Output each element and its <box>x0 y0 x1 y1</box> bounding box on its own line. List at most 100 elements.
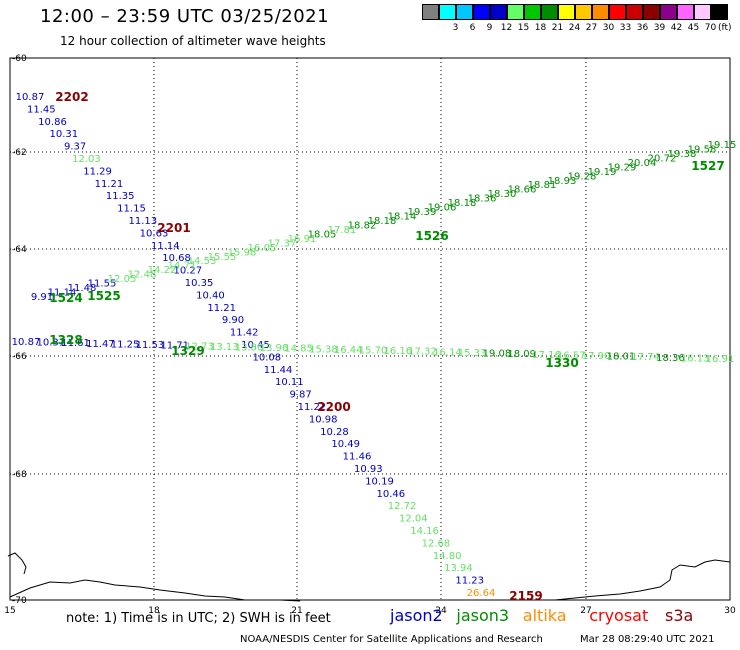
scale-swatch <box>524 4 541 20</box>
longitude-label: 27 <box>580 606 591 616</box>
map-frame <box>9 57 731 601</box>
wave-height-reading: 18.30 <box>488 189 517 200</box>
scale-label: 6 <box>469 23 476 33</box>
antarctic-coastline <box>9 559 731 602</box>
scale-unit-label: (ft) <box>718 23 732 33</box>
wave-height-reading: 10.86 <box>38 117 67 128</box>
wave-height-reading: 10.45 <box>241 340 270 351</box>
scale-swatch <box>490 4 507 20</box>
wave-height-reading: 10.35 <box>185 278 214 289</box>
scale-swatch <box>609 4 626 20</box>
scale-swatch <box>711 4 728 20</box>
wave-height-reading: 14.22 <box>148 265 177 276</box>
wave-height-reading: 19.28 <box>568 171 597 182</box>
wave-height-reading: 14.71 <box>168 261 197 272</box>
wave-height-reading: 12.04 <box>399 514 428 525</box>
wave-height-reading: 11.53 <box>136 340 165 351</box>
scale-label: 12 <box>500 23 513 33</box>
wave-height-reading: 13.96 <box>260 343 289 354</box>
latitude-label: -68 <box>12 470 27 480</box>
wave-height-reading: 17.32 <box>408 347 437 358</box>
scale-swatch <box>456 4 473 20</box>
satellite-legend-item: jason2 <box>390 606 443 625</box>
wave-height-reading: 12.05 <box>108 274 137 285</box>
wave-height-reading: 14.85 <box>284 344 313 355</box>
scale-swatch <box>677 4 694 20</box>
wave-height-reading: 17.81 <box>328 225 357 236</box>
scale-label: 42 <box>670 23 683 33</box>
wave-height-reading: 19.06 <box>428 203 457 214</box>
pass-id-label: 2202 <box>55 90 88 104</box>
wave-height-reading: 19.38 <box>668 149 697 160</box>
wave-height-reading: 16.91 <box>288 234 317 245</box>
wave-height-reading: 10.40 <box>196 290 225 301</box>
wave-height-reading: 11.61 <box>61 338 90 349</box>
satellite-legend-item: cryosat <box>589 606 649 625</box>
latitude-label: -64 <box>12 245 27 255</box>
scale-swatch <box>541 4 558 20</box>
wave-height-reading: 15.70 <box>359 346 388 357</box>
scale-label: 27 <box>585 23 598 33</box>
longitude-label: 24 <box>435 606 447 616</box>
scale-swatch <box>694 4 711 20</box>
wave-height-reading: 19.15 <box>708 140 737 151</box>
wave-height-reading: 16.05 <box>248 243 277 254</box>
wave-height-reading: 18.09 <box>507 349 536 360</box>
wave-height-reading: 12.03 <box>72 154 101 165</box>
wave-height-reading: 10.98 <box>309 414 338 425</box>
scale-swatch <box>575 4 592 20</box>
latitude-label: -66 <box>12 352 27 362</box>
wave-height-reading: 14.80 <box>433 551 462 562</box>
scale-label: 39 <box>653 23 666 33</box>
wave-height-reading: 18.18 <box>368 216 397 227</box>
scale-swatch <box>626 4 643 20</box>
wave-height-reading: 11.15 <box>117 204 146 215</box>
wave-height-reading: 11.48 <box>68 283 97 294</box>
scale-label: 70 <box>704 23 717 33</box>
scale-label: 36 <box>636 23 649 33</box>
wave-height-reading: 18.82 <box>348 221 377 232</box>
wave-height-reading: 12.68 <box>422 538 451 549</box>
latitude-label: -62 <box>12 148 27 158</box>
wave-height-reading: 18.36 <box>468 194 497 205</box>
longitude-label: 21 <box>291 606 302 616</box>
wave-height-reading: 13.80 <box>235 343 264 354</box>
wave-height-reading: 10.93 <box>354 464 383 475</box>
satellite-legend-item: altika <box>522 606 567 625</box>
pass-id-label: 1527 <box>691 159 724 173</box>
pass-id-label: 2159 <box>509 589 542 603</box>
wave-height-reading: 19.58 <box>688 145 717 156</box>
wave-height-reading: 18.81 <box>528 180 557 191</box>
wave-height-reading: 14.53 <box>188 256 217 267</box>
wave-height-reading: 15.33 <box>458 348 487 359</box>
scale-swatch <box>643 4 660 20</box>
wave-height-reading: 11.71 <box>160 341 189 352</box>
wave-height-reading: 17.37 <box>268 238 297 249</box>
scale-label: 21 <box>551 23 564 33</box>
wave-height-reading: 11.45 <box>27 104 56 115</box>
wave-height-reading: 10.87 <box>16 92 45 103</box>
wave-height-reading: 11.29 <box>83 166 112 177</box>
wave-height-reading: 18.36 <box>656 353 685 364</box>
wave-height-reading: 11.47 <box>86 339 115 350</box>
wave-height-reading: 9.37 <box>64 142 86 153</box>
wave-height-reading: 15.38 <box>309 344 338 355</box>
wave-height-reading: 10.31 <box>36 338 65 349</box>
wave-height-reading: 18.05 <box>308 229 337 240</box>
longitude-label: 15 <box>4 606 15 616</box>
wave-height-reading: 11.21 <box>207 303 236 314</box>
scale-label: 3 <box>452 23 459 33</box>
wave-height-reading: 11.23 <box>455 576 484 587</box>
wave-height-reading: 13.94 <box>444 563 473 574</box>
page-title: 12:00 – 23:59 UTC 03/25/2021 <box>40 6 330 27</box>
longitude-label: 18 <box>148 606 160 616</box>
scale-label: 24 <box>568 23 581 33</box>
scale-label: 30 <box>602 23 615 33</box>
scale-swatch <box>439 4 456 20</box>
wave-height-reading: 19.39 <box>408 207 437 218</box>
wave-height-reading: 13.13 <box>210 342 239 353</box>
